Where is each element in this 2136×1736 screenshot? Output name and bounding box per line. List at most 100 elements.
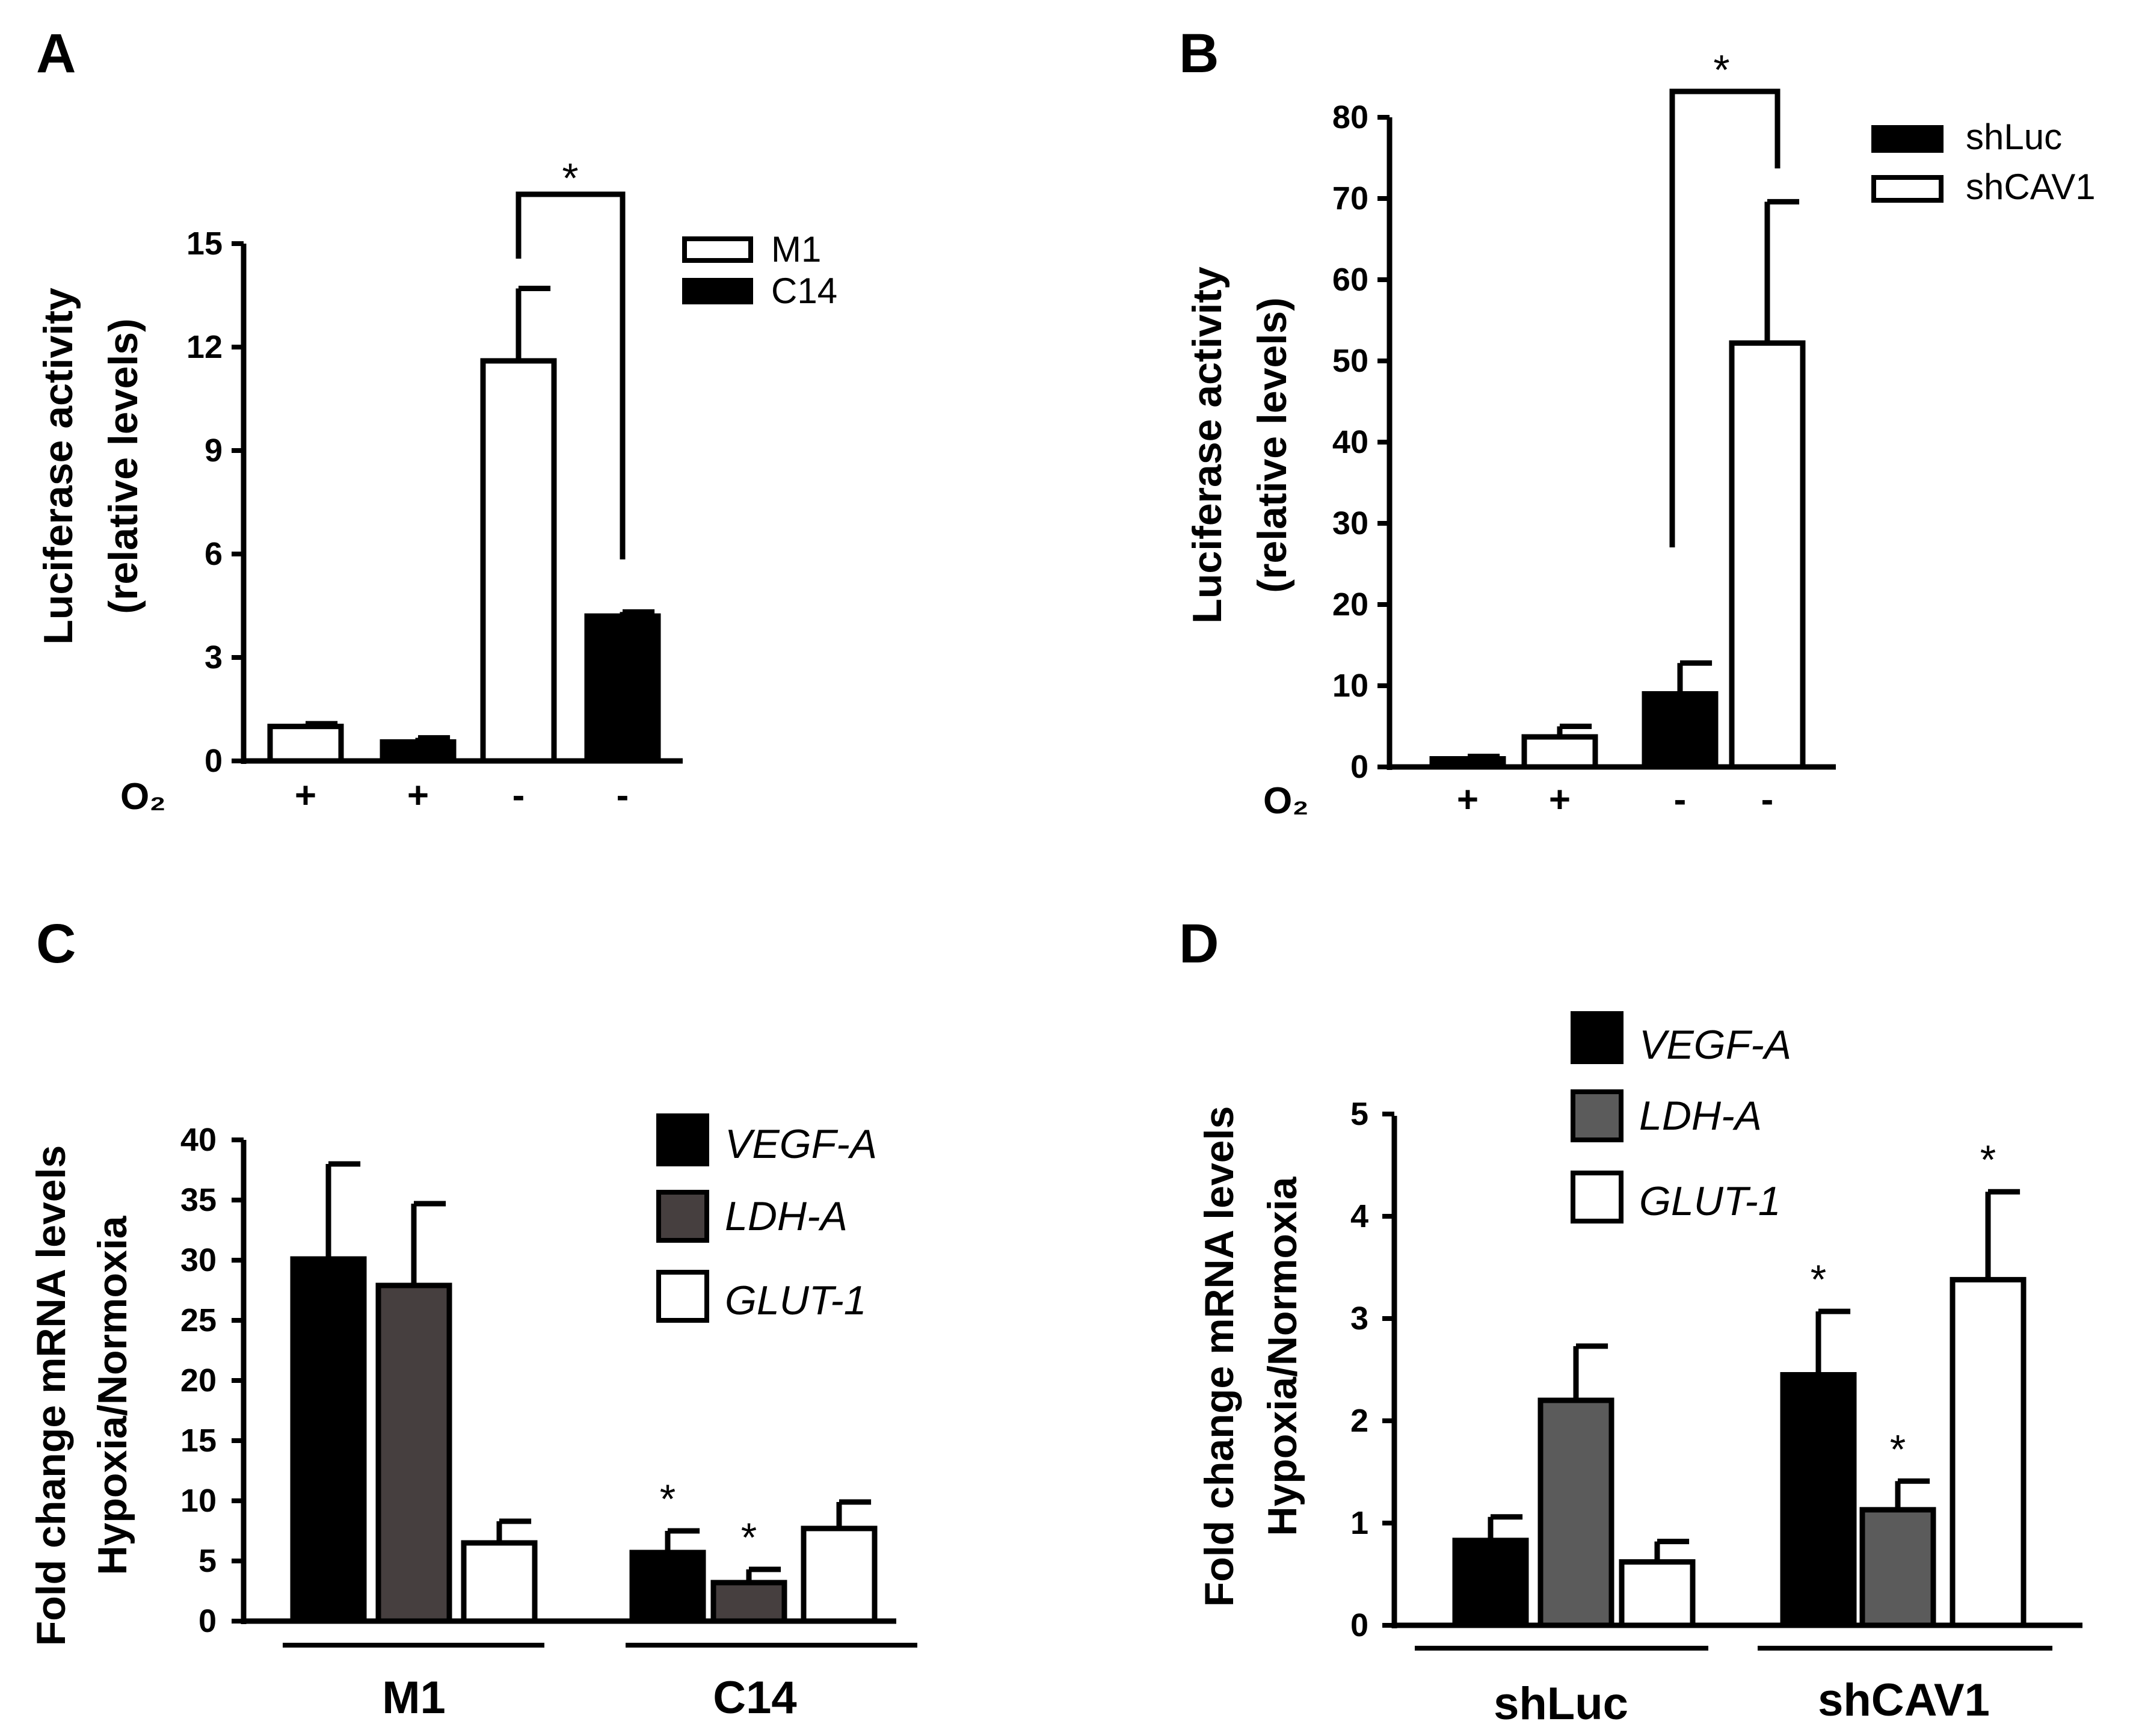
bar-b-2 [1642,691,1719,770]
panel-label-b: B [1179,23,1219,84]
y-axis-label-b-line2: (relative levels) [1249,297,1295,593]
category-label-b-1: + [1549,779,1571,820]
y-tick-label: 1 [1350,1505,1368,1541]
legend-swatch-vegf-a-d [1571,1011,1624,1064]
y-tick-label: 20 [180,1362,217,1399]
y-tick-label: 30 [1332,505,1368,541]
y-axis-label-c-line2: Hypoxia/Normoxia [90,1215,135,1575]
legend-swatch-c14 [682,278,753,304]
panel-label-a: A [36,23,76,84]
y-tick-label: 2 [1350,1403,1368,1439]
bar-c-glut-1-m1 [461,1540,538,1624]
star-c-vegf-a-c14: * [660,1476,676,1522]
y-tick-label: 20 [1332,586,1368,623]
bar-c-vegf-a-c14 [629,1550,706,1624]
category-label-b-2: - [1674,779,1687,820]
legend-d: VEGF-A LDH-A GLUT-1 [1571,1011,1791,1224]
y-tick-label: 15 [186,226,223,262]
bar-a-1 [380,739,457,764]
y-tick-label: 9 [205,432,223,469]
y-tick-label: 5 [1350,1096,1368,1132]
significance-bracket-a [516,191,626,559]
y-tick-label: 12 [186,329,223,365]
bar-b-3 [1729,340,1806,770]
y-tick-label: 4 [1350,1198,1368,1234]
panel-d: D Fold change mRNA levels Hypoxia/Normox… [1179,913,2082,1729]
panel-c: C Fold change mRNA levels Hypoxia/Normox… [28,913,917,1723]
y-tick-label: 80 [1332,99,1368,135]
y-tick-label: 10 [1332,668,1368,704]
y-tick-label: 5 [199,1543,217,1579]
y-axis-label-b-line1: Luciferase activity [1184,266,1230,624]
legend-swatch-ldh-a-c [656,1190,709,1243]
legend-label-ldh-a-c: LDH-A [725,1193,848,1239]
legend-label-m1: M1 [771,229,821,269]
y-tick-label: 70 [1332,180,1368,217]
y-tick-label: 10 [180,1483,217,1519]
legend-label-vegf-a-c: VEGF-A [725,1121,877,1167]
legend-label-glut-1-d: GLUT-1 [1639,1178,1781,1224]
y-axis-label-a-line1: Luciferase activity [35,288,81,645]
star-d-glut-1-shcav1: * [1980,1137,1996,1183]
star-d-ldh-a-shcav1: * [1890,1426,1906,1472]
legend-swatch-vegf-a-c [656,1113,709,1166]
legend-swatch-m1 [682,236,753,263]
legend-a: M1 C14 [682,229,837,311]
group-label-c-c14: C14 [713,1672,796,1723]
y-axis-label-d-line2: Hypoxia/Normoxia [1260,1176,1305,1536]
y-tick-label: 30 [180,1242,217,1278]
bar-c-ldh-a-c14 [710,1580,787,1624]
legend-label-glut-1-c: GLUT-1 [725,1278,867,1323]
y-tick-label: 50 [1332,343,1368,379]
legend-label-ldh-a-d: LDH-A [1639,1093,1762,1139]
bars-d: * * * [1452,1137,2027,1628]
bar-a-2 [480,358,557,764]
group-label-d-shluc: shLuc [1494,1678,1628,1729]
legend-label-c14: C14 [771,271,837,311]
y-tick-label: 3 [205,639,223,676]
legend-swatch-shcav1 [1871,175,1944,203]
panel-label-c: C [36,913,76,974]
bar-d-glut-1-shluc [1619,1559,1696,1628]
y-ticks-b: 0 10 20 30 40 50 60 70 80 [1332,99,1390,785]
legend-b: shLuc shCAV1 [1871,117,2096,207]
group-label-c-m1: M1 [382,1672,446,1723]
y-tick-label: 0 [205,743,223,779]
category-label-a-2: - [512,775,525,816]
star-c-ldh-a-c14: * [741,1515,757,1560]
o2-label-b: O₂ [1263,780,1309,822]
legend-swatch-glut-1-d [1571,1171,1624,1224]
bar-d-ldh-a-shcav1 [1859,1507,1936,1628]
category-label-b-3: - [1761,779,1774,820]
y-tick-label: 60 [1332,262,1368,298]
significance-bracket-b [1669,88,1781,547]
category-label-b-0: + [1457,779,1479,820]
y-tick-label: 6 [205,536,223,572]
y-tick-label: 25 [180,1302,217,1338]
y-tick-label: 0 [199,1603,217,1639]
bar-d-glut-1-shcav1 [1950,1276,2027,1628]
bar-c-vegf-a-m1 [290,1256,367,1624]
significance-star-a: * [562,155,578,202]
bar-d-vegf-a-shluc [1452,1537,1529,1628]
panel-b: B Luciferase activity (relative levels) … [1179,23,2096,822]
legend-swatch-shluc [1871,125,1944,153]
y-tick-label: 40 [1332,424,1368,460]
y-tick-label: 15 [180,1423,217,1459]
bars-b [1429,199,1806,770]
bar-b-0 [1429,756,1506,770]
bar-a-3 [584,613,661,764]
bar-c-ldh-a-m1 [375,1282,452,1624]
legend-label-shluc: shLuc [1966,117,2062,157]
y-axis-label-a-line2: (relative levels) [100,318,146,614]
legend-c: VEGF-A LDH-A GLUT-1 [656,1113,877,1323]
y-tick-label: 40 [180,1122,217,1158]
o2-label-a: O₂ [120,776,166,817]
y-tick-label: 3 [1350,1300,1368,1337]
bar-b-1 [1521,734,1598,770]
bar-a-0 [267,724,344,764]
panel-label-d: D [1179,913,1219,974]
group-label-d-shcav1: shCAV1 [1818,1675,1990,1726]
category-label-a-1: + [407,775,429,816]
